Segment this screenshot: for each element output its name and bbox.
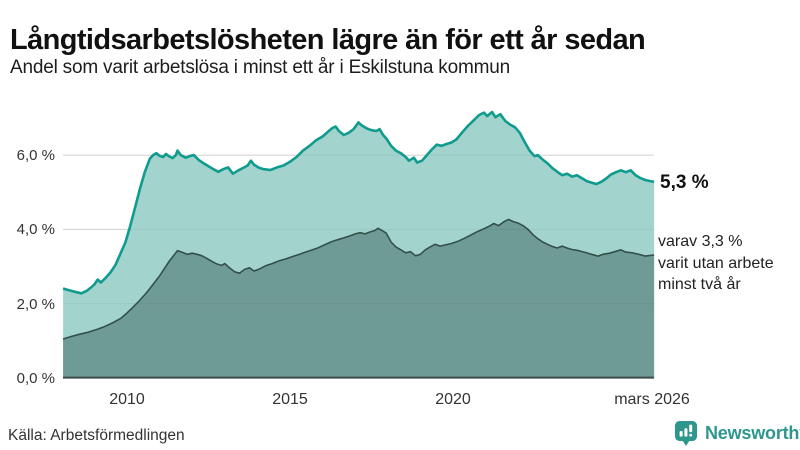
brand-name: Newsworthy: [705, 423, 800, 443]
source-note: Källa: Arbetsförmedlingen: [8, 427, 185, 444]
total-line: [62, 110, 655, 295]
two-year-area: [63, 219, 655, 378]
page-title: Långtidsarbetslösheten lägre än för ett …: [10, 24, 646, 57]
newsworthy-icon: [675, 421, 697, 446]
x-axis-tick: 2020: [435, 391, 471, 408]
x-axis-tick: mars 2026: [614, 391, 690, 408]
total-end-label: 5,3 %: [660, 172, 709, 193]
two-year-line: [62, 218, 655, 340]
y-axis-tick: 4,0 %: [16, 221, 55, 238]
y-axis-tick: 0,0 %: [16, 370, 55, 387]
x-axis-tick: 2015: [272, 391, 308, 408]
y-axis-tick: 2,0 %: [16, 296, 55, 313]
gridline-overlay: [63, 154, 654, 305]
chart-subtitle: Andel som varit arbetslösa i minst ett å…: [10, 57, 510, 78]
x-axis-tick: 2010: [109, 391, 145, 408]
two-year-end-label: varav 3,3 % varit utan arbete minst två …: [658, 233, 774, 293]
brand-logo: Newsworthy: [674, 420, 800, 447]
y-axis-tick: 6,0 %: [16, 147, 55, 164]
